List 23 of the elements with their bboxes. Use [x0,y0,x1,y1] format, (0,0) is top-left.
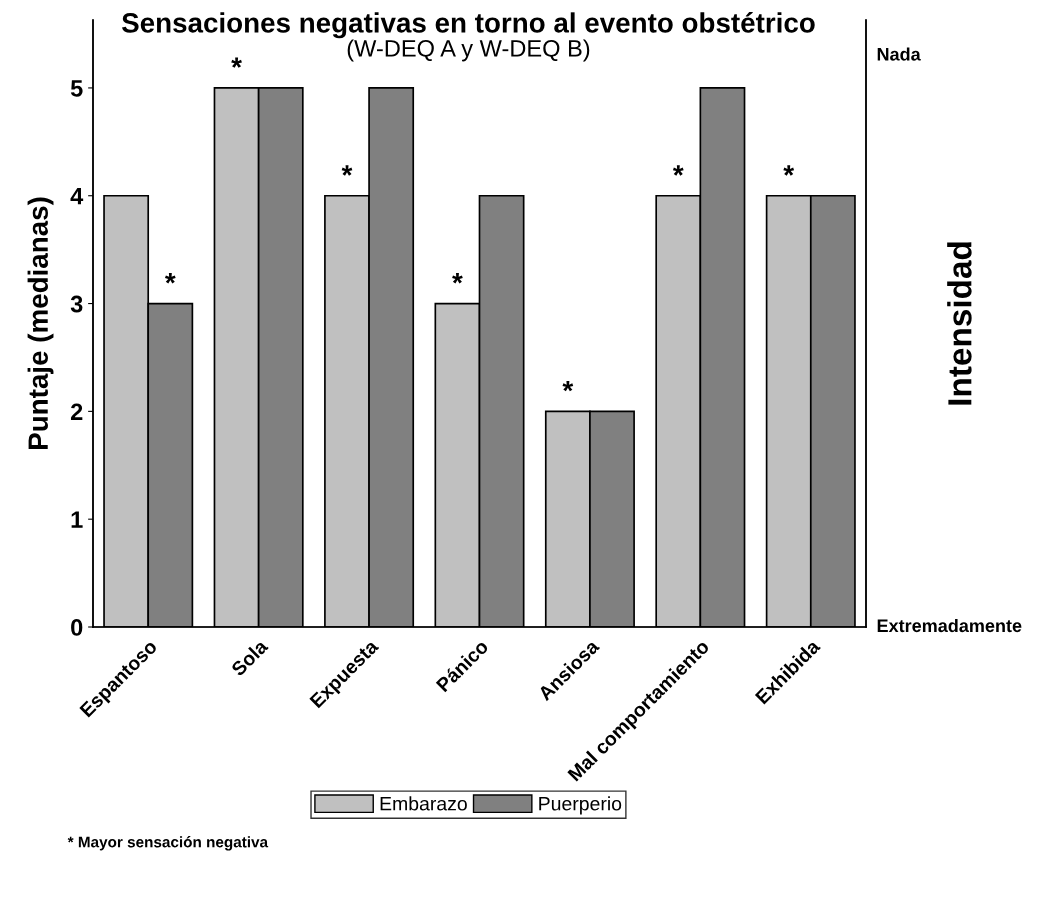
y-tick-label: 2 [70,403,83,420]
text: Nada [877,47,921,61]
annotation: * [783,165,795,176]
annotation: * [562,380,574,392]
y2-axis-title: Intensidad [947,242,972,405]
chart-title: Sensaciones negativas en torno al evento obstétrico [121,12,815,39]
annotation: * [231,57,242,68]
text: (W-DEQ A y W-DEQ B) [347,39,590,62]
annotation: * [164,273,176,284]
y-tick-label: 3 [70,295,83,313]
annotation: * [452,273,463,284]
legend-label: Puerperio [539,796,622,815]
legend-label: Embarazo [380,796,467,811]
x-tick-label: Sola [230,638,269,677]
y-tick-label: 0 [71,619,83,636]
y-tick-label: 4 [70,188,84,205]
y-tick-label: 1 [71,511,83,528]
annotation: * [341,165,353,176]
text: Extremadamente [877,618,1022,633]
annotation: * [672,165,684,176]
y-tick-label: 5 [70,80,83,97]
y-axis-title: Puntaje (medianas) [27,197,54,449]
text: * Mayor sensación negativa [67,836,269,851]
